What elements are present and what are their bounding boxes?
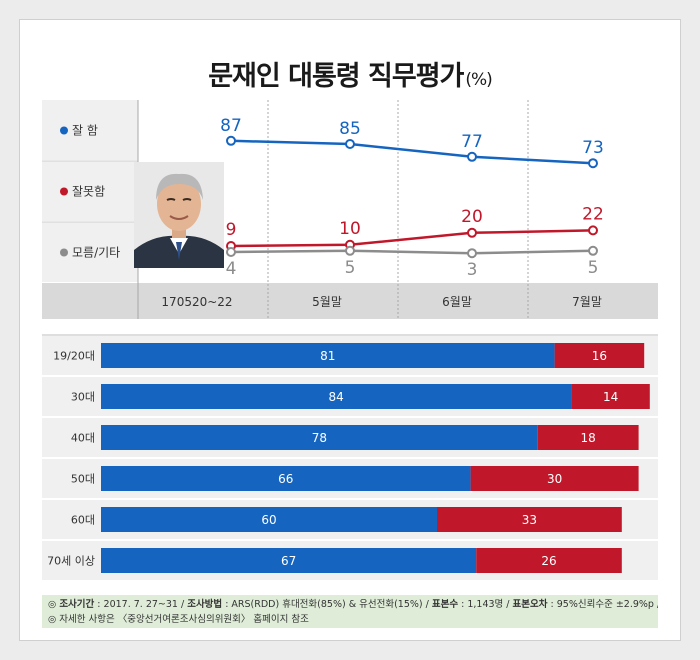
data-point — [226, 135, 236, 146]
legend-row-bg — [42, 161, 138, 221]
data-label: 9 — [226, 220, 237, 240]
legend-marker — [60, 126, 68, 135]
series-line — [230, 229, 594, 248]
bar-category-label: 40대 — [71, 432, 95, 445]
bar-negative — [537, 425, 639, 450]
data-label: 85 — [339, 119, 361, 139]
bar-value-label: 66 — [278, 472, 293, 486]
bar-value-label: 18 — [581, 431, 596, 445]
x-tick-label: 6월말 — [442, 295, 472, 309]
bar-value-label: 26 — [541, 554, 556, 568]
data-label: 77 — [461, 132, 483, 152]
bar-value-label: 78 — [312, 431, 327, 445]
data-label: 73 — [582, 138, 604, 158]
x-tick-label: 170520~22 — [161, 295, 232, 309]
data-point — [467, 248, 477, 259]
data-point — [226, 247, 236, 257]
series-line — [230, 139, 594, 165]
data-label: 87 — [220, 116, 242, 136]
legend-row-bg — [42, 222, 138, 282]
data-point — [345, 245, 355, 256]
survey-footnote: ◎ 조사기간 : 2017. 7. 27~31 / 조사방법 : ARS(RDD… — [42, 595, 658, 628]
legend-label: 모름/기타 — [72, 246, 120, 260]
bar-value-label: 60 — [261, 513, 276, 527]
data-point — [467, 227, 477, 238]
footnote-value: : 95%신뢰수준 ±2.9%p / — [547, 599, 658, 610]
data-point — [588, 245, 598, 256]
legend-row-bg — [42, 100, 138, 160]
bar-positive — [101, 507, 437, 532]
footnote-label: 표본수 — [431, 599, 459, 610]
bar-positive — [101, 466, 471, 491]
footnote-label: 조사기간 — [59, 599, 95, 610]
footnote-label: 조사방법 — [187, 599, 223, 610]
data-point — [467, 151, 477, 162]
bar-chart: 19/20대 81 16 30대 84 14 40대 78 18 50대 66 30 60대 60 33 70… — [42, 334, 658, 580]
footnote-line-2: ◎ 자세한 사항은 〈중앙선거여론조사심의위원회〉 홈페이지 참조 — [48, 614, 309, 625]
bar-category-label: 60대 — [71, 514, 95, 527]
data-label: 10 — [339, 219, 361, 239]
data-label: 3 — [467, 260, 478, 280]
bar-value-label: 30 — [547, 472, 562, 486]
data-label: 20 — [461, 207, 483, 227]
bar-category-label: 19/20대 — [53, 350, 95, 363]
bar-value-label: 81 — [320, 349, 335, 363]
legend-label: 잘못함 — [72, 185, 105, 199]
bar-value-label: 16 — [592, 349, 607, 363]
bar-category-label: 70세 이상 — [47, 555, 95, 568]
x-axis-strip — [42, 283, 658, 319]
series-line — [230, 249, 594, 255]
footnote-value: : ARS(RDD) 휴대전화(85%) & 유선전화(15%) / — [222, 599, 432, 610]
portrait-image — [134, 162, 224, 268]
bar-positive — [101, 548, 477, 573]
x-tick-label: 7월말 — [572, 295, 602, 309]
footnote-label: 표본오차 — [512, 599, 548, 610]
chart-title: 문재인 대통령 직무평가 (%) — [20, 54, 680, 93]
bar-value-label: 33 — [522, 513, 537, 527]
bar-category-label: 50대 — [71, 473, 95, 486]
data-point — [588, 225, 598, 236]
bar-positive — [101, 384, 572, 409]
title-unit: (%) — [465, 70, 492, 90]
data-label: 22 — [582, 204, 604, 224]
bar-negative — [571, 384, 650, 409]
bar-positive — [101, 343, 555, 368]
bar-value-label: 67 — [281, 554, 296, 568]
bar-negative — [470, 466, 639, 491]
legend-label: 잘 함 — [72, 124, 98, 138]
legend-marker — [60, 248, 68, 257]
bar-negative — [554, 343, 645, 368]
x-tick-label: 5월말 — [312, 295, 342, 309]
data-point — [588, 158, 598, 169]
bar-negative — [437, 507, 622, 532]
bar-negative — [476, 548, 622, 573]
legend-marker — [60, 187, 68, 196]
bar-category-label: 30대 — [71, 391, 95, 404]
footnote-value: : 2017. 7. 27~31 / — [94, 599, 188, 610]
data-label: 4 — [226, 259, 237, 279]
footnote-line-1: ◎ 조사기간 : 2017. 7. 27~31 / 조사방법 : ARS(RDD… — [48, 597, 658, 612]
bar-value-label: 14 — [603, 390, 618, 404]
footnote-value: : 1,143명 / — [458, 599, 513, 610]
bar-positive — [101, 425, 538, 450]
data-point — [345, 139, 355, 149]
data-label: 5 — [345, 258, 356, 278]
data-label: 5 — [588, 258, 599, 278]
title-main: 문재인 대통령 직무평가 — [208, 61, 464, 92]
bar-value-label: 84 — [329, 390, 344, 404]
